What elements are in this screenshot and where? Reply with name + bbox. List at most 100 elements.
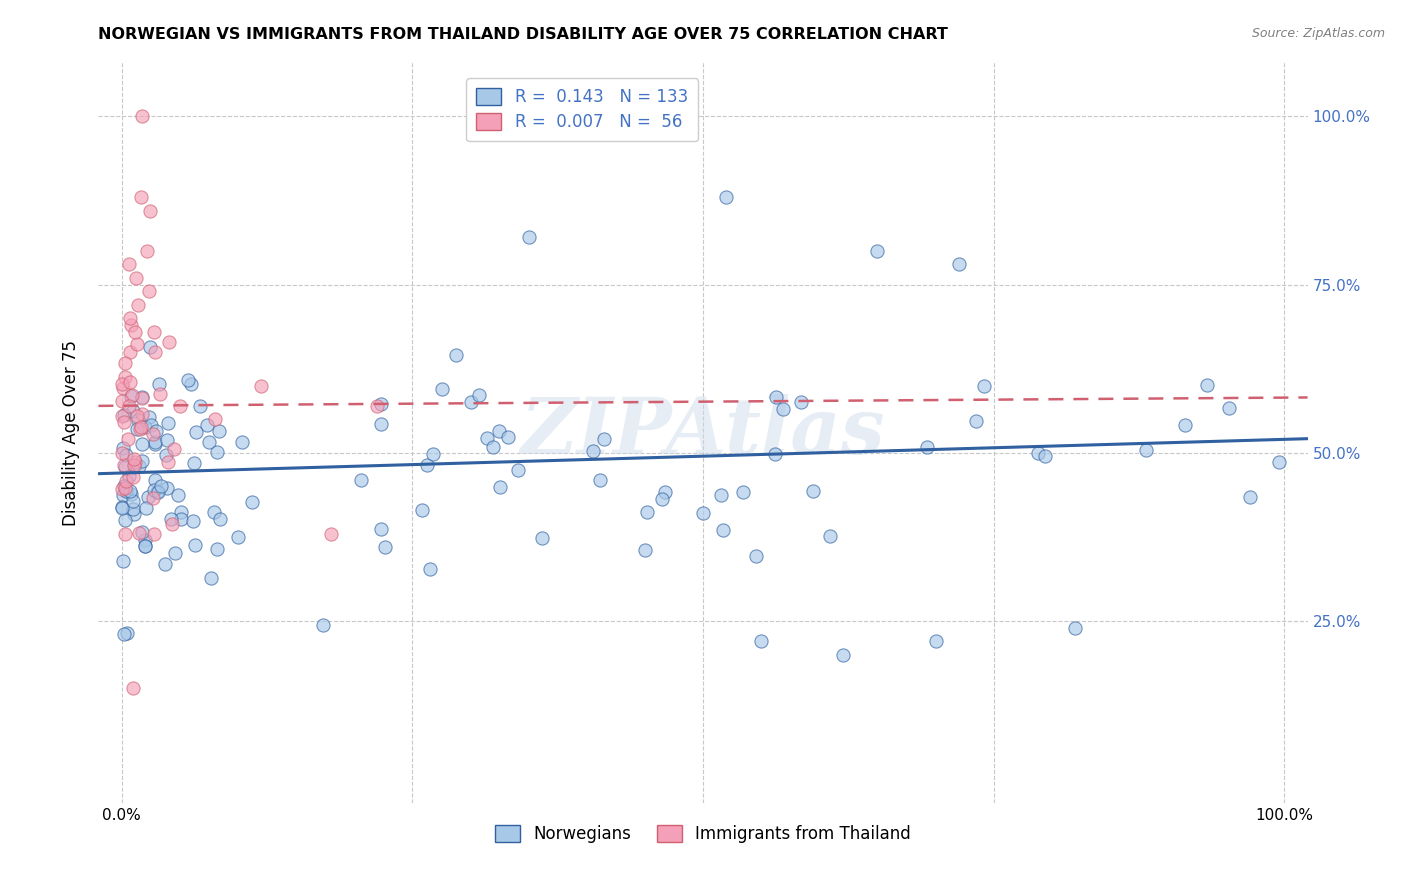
- Point: [111, 376, 134, 391]
- Point: [143, 437, 166, 451]
- Point: [156, 434, 179, 448]
- Point: [160, 512, 183, 526]
- Point: [115, 448, 138, 462]
- Point: [444, 347, 467, 361]
- Point: [114, 356, 136, 370]
- Point: [114, 481, 136, 495]
- Point: [149, 387, 172, 401]
- Point: [138, 203, 160, 218]
- Point: [111, 487, 134, 501]
- Point: [111, 441, 134, 455]
- Point: [111, 500, 134, 515]
- Point: [131, 454, 153, 468]
- Point: [125, 422, 148, 436]
- Point: [112, 553, 135, 567]
- Point: [370, 417, 392, 431]
- Point: [155, 481, 177, 495]
- Point: [112, 479, 135, 493]
- Point: [763, 447, 786, 461]
- Point: [122, 404, 145, 418]
- Point: [138, 285, 160, 299]
- Point: [153, 558, 176, 572]
- Point: [122, 507, 145, 521]
- Point: [711, 523, 734, 537]
- Point: [111, 445, 134, 459]
- Point: [419, 562, 441, 576]
- Point: [184, 538, 207, 552]
- Point: [965, 414, 987, 428]
- Point: [1174, 418, 1197, 433]
- Point: [122, 681, 145, 696]
- Point: [118, 375, 141, 389]
- Point: [143, 344, 166, 359]
- Point: [143, 435, 166, 450]
- Point: [118, 400, 141, 414]
- Point: [180, 376, 202, 391]
- Point: [790, 394, 813, 409]
- Point: [111, 381, 134, 395]
- Point: [121, 494, 143, 508]
- Point: [204, 412, 226, 426]
- Point: [135, 244, 157, 258]
- Point: [181, 514, 204, 528]
- Point: [202, 506, 225, 520]
- Point: [1135, 442, 1157, 457]
- Point: [117, 432, 139, 446]
- Point: [118, 311, 141, 326]
- Point: [422, 447, 444, 461]
- Point: [710, 488, 733, 502]
- Point: [948, 257, 970, 271]
- Text: Source: ZipAtlas.com: Source: ZipAtlas.com: [1251, 27, 1385, 40]
- Point: [651, 491, 673, 506]
- Point: [128, 422, 150, 436]
- Point: [114, 526, 136, 541]
- Point: [118, 345, 141, 359]
- Point: [143, 473, 166, 487]
- Point: [122, 460, 145, 475]
- Point: [125, 336, 148, 351]
- Point: [924, 634, 946, 648]
- Point: [312, 618, 335, 632]
- Point: [128, 526, 150, 541]
- Point: [134, 420, 156, 434]
- Point: [188, 399, 211, 413]
- Text: NORWEGIAN VS IMMIGRANTS FROM THAILAND DISABILITY AGE OVER 75 CORRELATION CHART: NORWEGIAN VS IMMIGRANTS FROM THAILAND DI…: [98, 27, 948, 42]
- Point: [122, 470, 145, 484]
- Point: [163, 546, 186, 560]
- Point: [1267, 455, 1289, 469]
- Point: [124, 455, 146, 469]
- Point: [131, 525, 153, 540]
- Point: [128, 458, 150, 473]
- Point: [170, 512, 193, 526]
- Point: [115, 625, 138, 640]
- Y-axis label: Disability Age Over 75: Disability Age Over 75: [62, 340, 80, 525]
- Point: [200, 571, 222, 585]
- Point: [156, 455, 179, 469]
- Point: [517, 230, 540, 244]
- Point: [250, 378, 273, 392]
- Point: [866, 244, 889, 258]
- Point: [1026, 446, 1049, 460]
- Point: [112, 627, 135, 641]
- Point: [118, 257, 141, 271]
- Point: [124, 458, 146, 472]
- Point: [124, 325, 146, 339]
- Point: [129, 190, 152, 204]
- Point: [488, 425, 510, 439]
- Point: [120, 487, 142, 501]
- Point: [163, 442, 186, 456]
- Point: [208, 512, 231, 526]
- Point: [205, 445, 228, 459]
- Point: [319, 526, 342, 541]
- Point: [157, 416, 180, 430]
- Point: [146, 485, 169, 500]
- Point: [636, 505, 658, 519]
- Point: [134, 539, 156, 553]
- Point: [973, 379, 995, 393]
- Point: [127, 413, 149, 427]
- Point: [654, 485, 676, 500]
- Point: [111, 394, 134, 409]
- Point: [157, 335, 180, 350]
- Point: [1064, 621, 1087, 635]
- Point: [489, 480, 512, 494]
